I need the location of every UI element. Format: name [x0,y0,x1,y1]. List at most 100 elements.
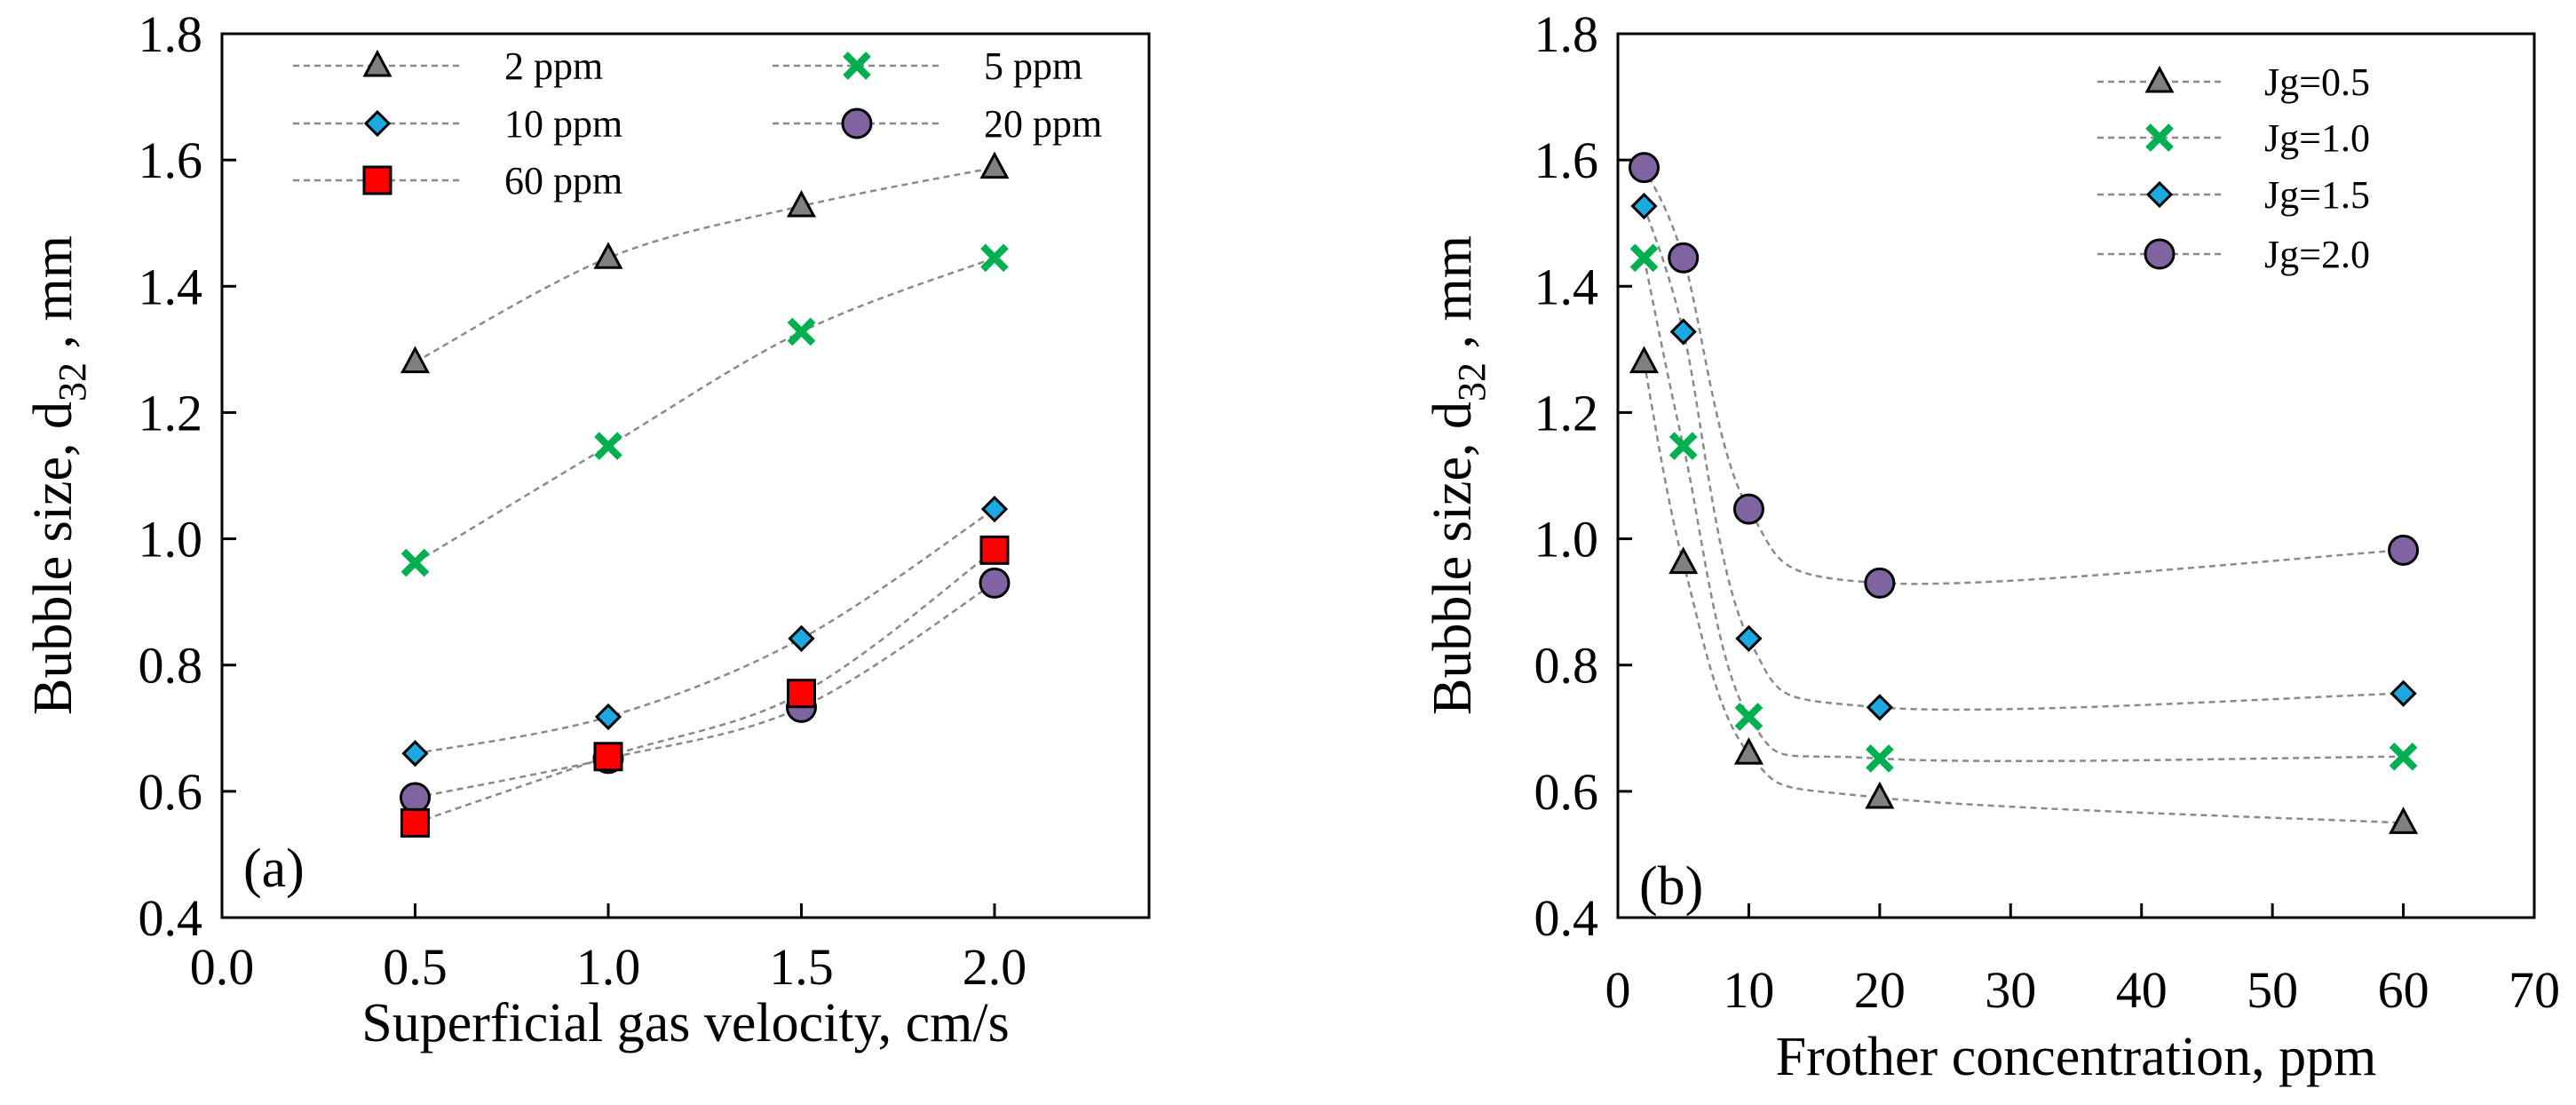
y-tick-label-b: 1.4 [1534,258,1599,315]
legend-label-20-ppm: 20 ppm [984,102,1102,146]
data-point-10-ppm [401,740,429,767]
legend-marker-jg-1-0 [2145,123,2174,152]
data-point-jg-0-5 [2389,807,2419,834]
data-point-jg-2-0 [2388,534,2420,566]
legend-label-60-ppm: 60 ppm [504,159,622,203]
chart-panel-b: 0 10 20 30 40 50 60 700.40.60.81.01.21.41.61.8 … [1423,5,2560,1087]
data-point-jg-2-0 [1668,242,1700,274]
y-tick-label-a: 1.6 [139,131,203,189]
series-line-jg-1-5 [1643,205,2404,711]
legend-label-jg-0-5: Jg=0.5 [2264,60,2370,104]
data-point-20-ppm [979,567,1011,599]
legend-marker-20-ppm [841,107,873,139]
x-tick-label-b: 70 [2509,961,2560,1019]
legend-label-jg-1-0: Jg=1.0 [2264,116,2370,160]
y-axis-title-sub-b: 32 [1450,362,1494,401]
data-point-jg-1-5 [1630,192,1658,220]
y-axis-title-b: Bubble size, d32 , mm [1423,235,1494,715]
data-point-jg-0-5 [1668,546,1699,575]
panel-label-a: (a) [243,839,305,899]
series-line-5-ppm [414,257,995,564]
series-line-60-ppm [415,549,995,824]
plot-frame-b [1616,32,2536,919]
legend-marker-jg-2-0 [2144,238,2176,270]
legend-label-jg-2-0: Jg=2.0 [2264,233,2370,276]
y-tick-label-a: 0.8 [139,637,203,695]
data-point-jg-0-5 [1733,737,1764,765]
series-line-2-ppm [414,166,995,363]
data-point-jg-1-0 [1866,744,1894,773]
data-point-5-ppm [594,432,622,460]
y-tick-label-a: 1.8 [139,5,203,63]
data-point-jg-0-5 [1865,781,1895,809]
panel-label-b: (b) [1639,856,1703,917]
y-tick-label-a: 0.4 [139,889,203,947]
data-point-jg-2-0 [1732,493,1764,525]
data-point-60-ppm [787,679,816,709]
x-axis-title-a: Superficial gas velocity, cm/s [361,993,1009,1053]
y-axis-title-sub-a: 32 [51,362,94,401]
x-tick-label-b: 20 [1854,961,1906,1019]
y-axis-title-suffix-b: , mm [1423,235,1483,362]
legend-marker-10-ppm [363,109,392,138]
series-line-10-ppm [415,508,995,755]
y-tick-label-b: 0.8 [1534,637,1599,695]
legend-a: 2 ppm 5 ppm 10 ppm 20 ppm 60 ppm [293,44,1102,203]
data-point-jg-2-0 [1628,152,1660,184]
data-point-jg-1-0 [1668,432,1698,460]
data-point-60-ppm [593,742,623,772]
data-point-10-ppm [594,703,622,731]
x-tick-label-b: 30 [1985,961,2036,1019]
data-point-jg-1-0 [1734,703,1764,731]
x-tick-label-a: 0.5 [383,938,448,996]
legend-label-5-ppm: 5 ppm [984,44,1082,88]
data-point-jg-1-5 [2390,680,2417,707]
data-point-jg-0-5 [1629,346,1659,374]
legend-b: Jg=0.5 Jg=1.0 Jg=1.5 Jg=2.0 [2097,60,2370,276]
data-point-jg-1-0 [2389,742,2418,771]
plot-frame-a [220,32,1151,919]
series-line-20-ppm [415,582,995,799]
y-tick-label-a: 1.2 [139,384,203,441]
legend-label-2-ppm: 2 ppm [504,44,603,88]
data-point-2-ppm [400,346,431,374]
data-point-2-ppm [593,242,623,269]
y-tick-label-b: 1.0 [1534,511,1599,568]
y-tick-label-a: 1.0 [139,511,203,568]
x-tick-label-a: 1.0 [576,938,641,996]
data-point-jg-1-5 [1866,694,1893,721]
x-tick-label-a: 2.0 [963,938,1027,996]
y-tick-label-b: 0.6 [1534,763,1599,821]
y-axis-title-main-b: Bubble size, d [1423,401,1483,715]
x-tick-label-b: 0 [1605,961,1631,1019]
data-point-jg-2-0 [1864,567,1896,599]
data-point-5-ppm [400,548,430,577]
data-point-60-ppm [400,807,430,838]
legend-label-10-ppm: 10 ppm [504,102,622,146]
data-point-2-ppm [786,189,817,218]
x-tick-label-b: 50 [2247,961,2298,1019]
series-line-jg-0-5 [1643,362,2404,824]
legend-marker-jg-1-5 [2145,180,2174,209]
data-point-5-ppm [787,317,816,346]
data-point-jg-1-0 [1629,243,1659,273]
x-tick-label-a: 0.0 [190,938,255,996]
legend-marker-jg-0-5 [2144,65,2175,93]
y-tick-label-b: 1.8 [1534,5,1599,63]
data-point-2-ppm [979,151,1010,179]
y-tick-label-b: 0.4 [1534,889,1599,947]
series-line-jg-1-0 [1643,258,2404,763]
data-point-10-ppm [980,496,1009,523]
legend-marker-60-ppm [362,165,392,195]
data-point-jg-1-5 [1669,318,1697,346]
x-tick-label-b: 10 [1723,961,1774,1019]
data-point-10-ppm [788,624,815,652]
legend-marker-2-ppm [362,49,392,77]
y-tick-label-a: 1.4 [139,258,203,315]
legend-marker-5-ppm [843,52,871,80]
data-point-60-ppm [979,535,1010,565]
x-tick-label-b: 60 [2378,961,2429,1019]
x-tick-label-b: 40 [2116,961,2168,1019]
y-tick-label-a: 0.6 [139,763,203,821]
